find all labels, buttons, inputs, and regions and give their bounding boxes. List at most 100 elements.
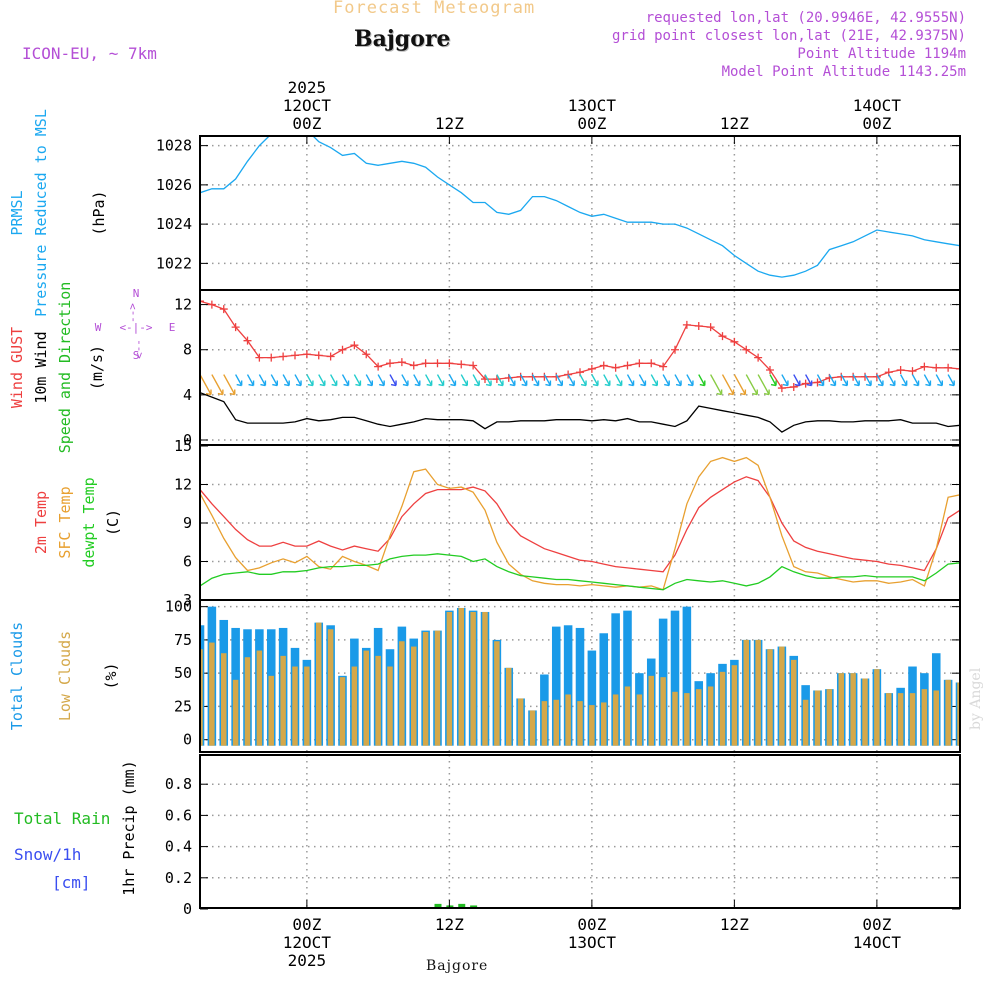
compass-n: N [133, 287, 140, 300]
gust-marker [314, 351, 323, 360]
wind-direction-arrow [745, 374, 758, 396]
gust-marker [872, 372, 881, 381]
low-cloud-bar [327, 629, 334, 746]
low-cloud-bar [375, 655, 381, 746]
wind-direction-arrow [650, 374, 658, 387]
wind-direction-arrow [864, 374, 872, 387]
gust-marker [861, 372, 869, 381]
gust-marker [219, 305, 228, 314]
low-cloud-bar [304, 666, 310, 746]
low-cloud-bar [731, 665, 738, 746]
gust-marker [528, 372, 537, 381]
wind-direction-arrow [294, 374, 302, 387]
axis-label: 1hr Precip (mm) [120, 760, 138, 895]
wind-direction-arrow [911, 374, 920, 387]
wind-direction-arrow [448, 374, 457, 387]
low-cloud-bar [957, 682, 960, 746]
time-tick-label-top: 2025 [288, 78, 327, 97]
y-tick-label: 1024 [156, 215, 192, 233]
gridpoint-coords: grid point closest lon,lat (21E, 42.9375… [611, 28, 966, 44]
low-cloud-bar [256, 650, 263, 746]
wind-direction-arrow [828, 374, 837, 387]
wind-direction-arrow [840, 374, 848, 387]
time-tick-label-top: 12OCT [283, 96, 332, 115]
time-tick-label-top: 12Z [720, 114, 749, 133]
gust-marker [421, 359, 430, 368]
axis-label: (%) [102, 662, 120, 689]
y-tick-label: 0.8 [165, 775, 192, 793]
gust-marker [397, 358, 406, 367]
low-cloud-bar [200, 649, 203, 746]
wind-direction-arrow [947, 374, 955, 387]
low-cloud-bar [684, 693, 690, 746]
gust-marker [694, 322, 703, 331]
time-tick-label-bottom: 00Z [577, 915, 606, 934]
axis-label: Total Clouds [8, 622, 26, 730]
low-cloud-bar [601, 702, 607, 746]
rain-bar [470, 905, 478, 908]
rain-bar [434, 903, 442, 908]
y-tick-label: 9 [183, 514, 192, 532]
low-cloud-bar [993, 664, 998, 746]
low-cloud-bar [482, 611, 488, 746]
panel-frame [199, 754, 961, 909]
y-tick-label: 25 [174, 697, 192, 715]
gust-marker [789, 382, 798, 391]
low-cloud-bar [351, 666, 358, 746]
wind-direction-arrow [496, 374, 504, 387]
wind-direction-arrow [757, 374, 770, 396]
total-cloud-bar [623, 610, 632, 746]
gust-marker [469, 361, 478, 370]
low-cloud-bar [862, 678, 868, 746]
wind-direction-arrow [543, 374, 552, 387]
time-tick-label-top: 00Z [577, 114, 606, 133]
low-cloud-bar [814, 690, 821, 746]
gust-marker [338, 345, 347, 354]
axis-label: (C) [104, 509, 122, 536]
low-cloud-bar [292, 666, 298, 746]
y-tick-label: 0 [183, 431, 192, 449]
wind-direction-arrow [888, 374, 896, 387]
wind-direction-arrow [425, 374, 433, 387]
time-tick-label-bottom: 13OCT [568, 933, 617, 952]
low-cloud-bar [399, 641, 405, 746]
time-tick-label-top: 13OCT [568, 96, 617, 115]
gust-marker [386, 359, 394, 368]
time-tick-label-bottom: 12Z [720, 915, 749, 934]
gust-marker [920, 362, 929, 371]
gust-marker [231, 323, 240, 332]
total-cloud-bar [670, 610, 680, 746]
total-cloud-bar [611, 613, 620, 746]
gust-marker [956, 364, 960, 373]
low-cloud-bar [933, 690, 939, 746]
gust-marker [255, 353, 264, 362]
wind-direction-arrow [972, 375, 978, 386]
y-tick-label: 100 [165, 598, 192, 616]
low-cloud-bar [232, 679, 239, 746]
low-cloud-bar [945, 679, 951, 746]
gust-marker [682, 320, 691, 329]
wind-direction-arrow [235, 374, 243, 387]
gust-marker [623, 361, 632, 370]
low-cloud-bar [779, 646, 785, 746]
time-tick-label-top: 00Z [862, 114, 891, 133]
low-cloud-bar [897, 693, 904, 746]
gust-marker [754, 353, 763, 362]
time-tick-label-top: 00Z [292, 114, 321, 133]
total-cloud-bar [599, 633, 609, 746]
low-cloud-bar [612, 694, 619, 746]
y-tick-label: 1028 [156, 137, 192, 155]
wind-direction-arrow [436, 374, 445, 387]
total-cloud-bar [682, 606, 692, 746]
gust-marker [433, 359, 442, 368]
low-cloud-bar [541, 701, 548, 746]
wind-direction-arrow [200, 374, 212, 396]
wind-direction-arrow [674, 374, 682, 387]
plot-area [200, 297, 978, 433]
y-tick-label: 0.2 [165, 869, 192, 887]
gust-marker [291, 351, 299, 360]
low-cloud-bar [565, 694, 571, 746]
wind-direction-arrow [401, 374, 409, 387]
low-cloud-bar [802, 699, 809, 746]
